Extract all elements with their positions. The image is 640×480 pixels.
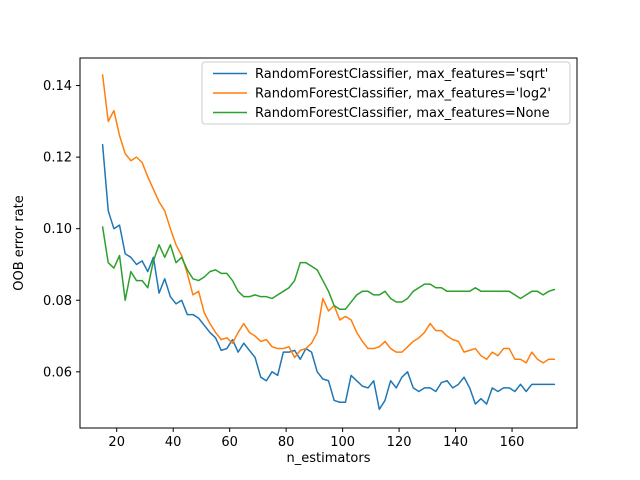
y-axis-label: OOB error rate [12,195,27,291]
y-tick-label: 0.10 [43,222,72,237]
series-line-1 [101,74,556,364]
series-line-0 [101,143,556,411]
x-tick-label: 60 [221,435,238,450]
series-line-2 [101,226,556,310]
legend-item: RandomForestClassifier, max_features='sq… [213,67,548,82]
x-tick-label: 40 [165,435,182,450]
legend-item: RandomForestClassifier, max_features='lo… [213,87,551,102]
chart-legend: RandomForestClassifier, max_features='sq… [201,61,571,125]
x-axis: 20 40 60 80 100 120 140 160 n_estimators [108,428,524,466]
legend-label: RandomForestClassifier, max_features=Non… [255,106,550,121]
legend-label: RandomForestClassifier, max_features='sq… [255,67,548,82]
x-tick-label: 160 [500,435,525,450]
y-tick-label: 0.08 [43,294,72,309]
legend-item: RandomForestClassifier, max_features=Non… [213,106,550,121]
x-tick-label: 20 [108,435,125,450]
y-tick-label: 0.06 [43,365,72,380]
plot-border [79,57,578,429]
x-axis-label: n_estimators [286,451,370,466]
x-tick-label: 120 [387,435,412,450]
legend-box [201,61,571,125]
y-tick-label: 0.14 [43,79,72,94]
y-axis: 0.06 0.08 0.10 0.12 0.14 OOB error rate [12,79,80,380]
y-tick-label: 0.12 [43,151,72,166]
series-lines [101,74,556,411]
legend-label: RandomForestClassifier, max_features='lo… [255,87,551,102]
x-tick-label: 80 [278,435,295,450]
x-tick-label: 140 [443,435,468,450]
x-tick-label: 100 [330,435,355,450]
